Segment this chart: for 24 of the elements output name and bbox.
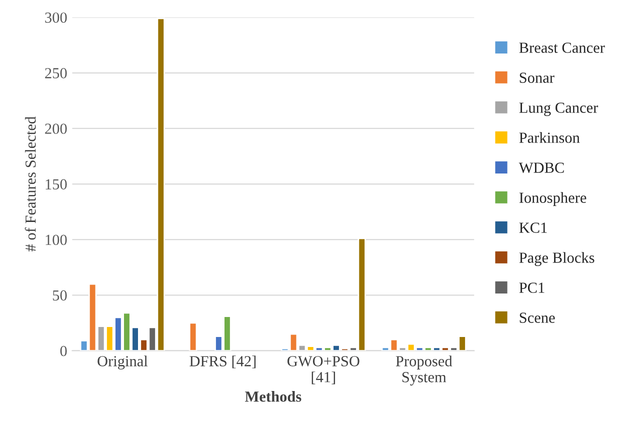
bar bbox=[188, 322, 198, 351]
y-tick-label: 150 bbox=[46, 179, 67, 190]
legend-label: Breast Cancer bbox=[519, 42, 605, 53]
x-tick-label: GWO+PSO [41] bbox=[287, 356, 360, 384]
legend-label: Ionosphere bbox=[519, 192, 586, 206]
y-tick-label: 100 bbox=[46, 234, 67, 246]
x-axis-title: Methods bbox=[245, 391, 302, 402]
x-tick-label: Original bbox=[98, 356, 148, 370]
legend-label: Page Blocks bbox=[519, 252, 594, 266]
legend-label: PC1 bbox=[519, 282, 544, 293]
y-axis-title: # of Features Selected bbox=[24, 116, 36, 252]
legend-label: Lung Cancer bbox=[519, 102, 598, 116]
x-tick-label: DFRS [42] bbox=[190, 356, 256, 368]
legend-label: Parkinson bbox=[519, 132, 580, 143]
y-tick-label: 250 bbox=[45, 68, 67, 78]
legend-label: KC1 bbox=[519, 222, 547, 233]
y-tick-label: 300 bbox=[45, 12, 67, 23]
legend-label: Sonar bbox=[520, 72, 554, 83]
legend-label: Scene bbox=[520, 312, 555, 323]
legend-label: WDBC bbox=[518, 162, 564, 173]
y-tick-label: 200 bbox=[45, 124, 67, 134]
y-tick-label: 0 bbox=[60, 346, 67, 356]
x-tick-label: Proposed System bbox=[396, 356, 452, 386]
y-tick-label: 50 bbox=[52, 290, 67, 301]
